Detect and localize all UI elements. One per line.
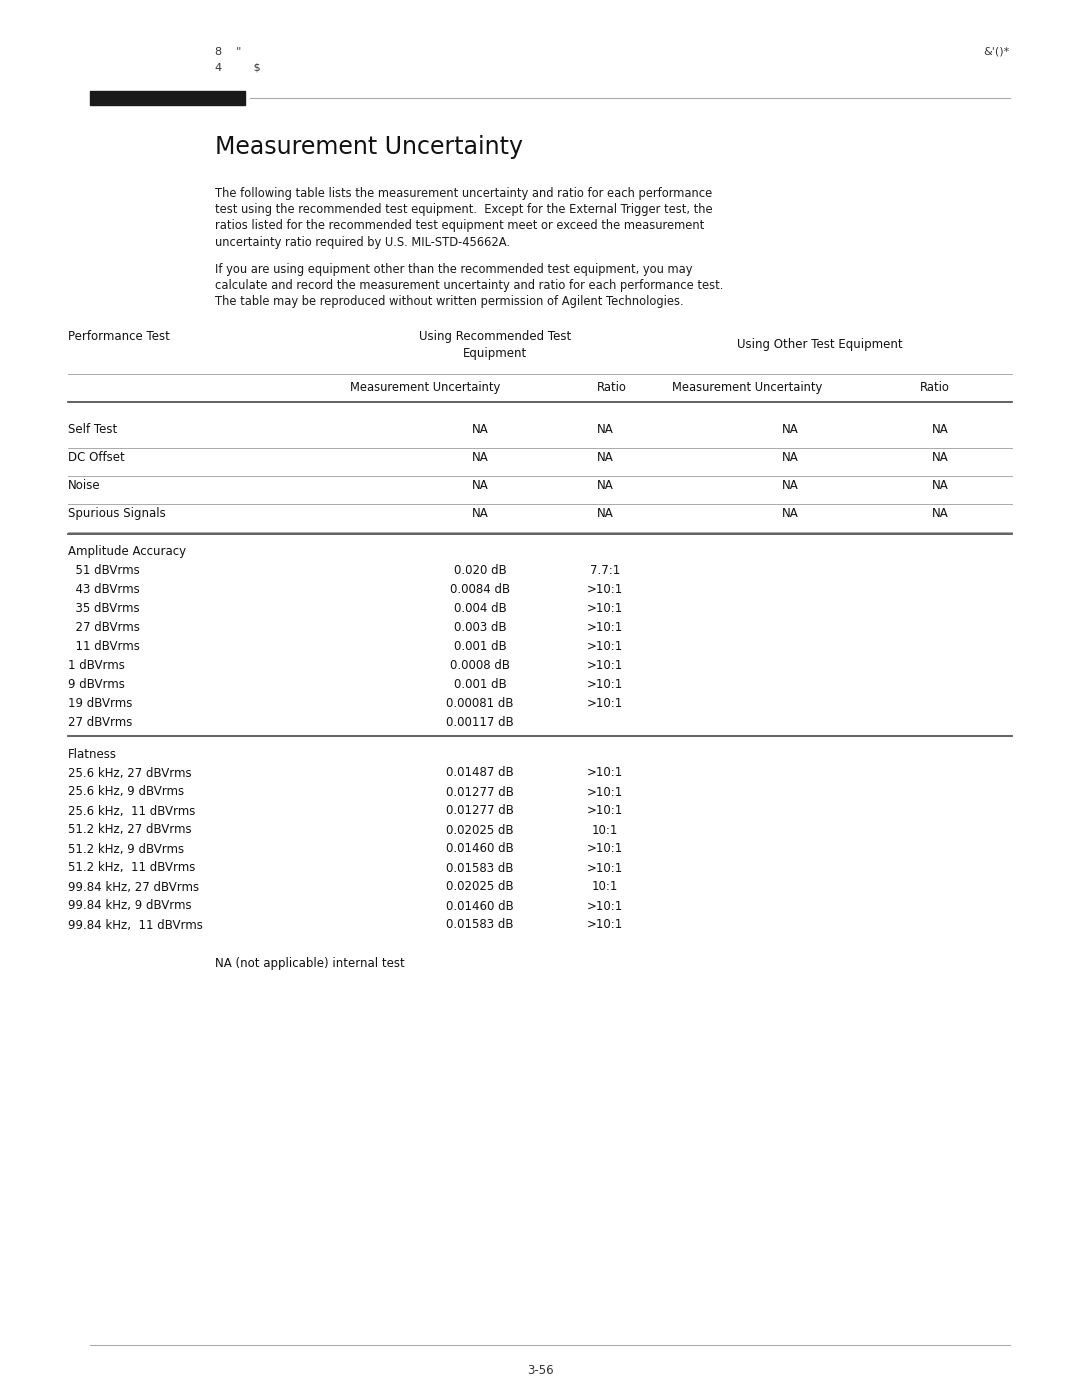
- Text: Ratio: Ratio: [597, 381, 626, 394]
- Text: 0.001 dB: 0.001 dB: [454, 640, 507, 654]
- Bar: [90, 91, 245, 105]
- Text: If you are using equipment other than the recommended test equipment, you may: If you are using equipment other than th…: [215, 263, 692, 275]
- Text: 43 dBVrms: 43 dBVrms: [68, 583, 139, 597]
- Text: The table may be reproduced without written permission of Agilent Technologies.: The table may be reproduced without writ…: [215, 296, 684, 309]
- Text: Self Test: Self Test: [68, 423, 118, 436]
- Text: Noise: Noise: [68, 479, 100, 492]
- Text: >10:1: >10:1: [586, 640, 623, 654]
- Text: 0.00081 dB: 0.00081 dB: [446, 697, 514, 710]
- Text: Ratio: Ratio: [920, 381, 950, 394]
- Text: Performance Test: Performance Test: [68, 330, 170, 344]
- Text: Amplitude Accuracy: Amplitude Accuracy: [68, 545, 186, 559]
- Text: NA (not applicable) internal test: NA (not applicable) internal test: [215, 957, 405, 970]
- Text: 0.00117 dB: 0.00117 dB: [446, 717, 514, 729]
- Text: DC Offset: DC Offset: [68, 451, 125, 464]
- Text: 25.6 kHz, 27 dBVrms: 25.6 kHz, 27 dBVrms: [68, 767, 191, 780]
- Text: 0.0008 dB: 0.0008 dB: [450, 659, 510, 672]
- Text: The following table lists the measurement uncertainty and ratio for each perform: The following table lists the measuremen…: [215, 187, 712, 200]
- Text: >10:1: >10:1: [586, 659, 623, 672]
- Text: 0.01277 dB: 0.01277 dB: [446, 805, 514, 817]
- Text: 99.84 kHz, 9 dBVrms: 99.84 kHz, 9 dBVrms: [68, 900, 191, 912]
- Text: >10:1: >10:1: [586, 767, 623, 780]
- Text: 25.6 kHz,  11 dBVrms: 25.6 kHz, 11 dBVrms: [68, 805, 195, 817]
- Text: 35 dBVrms: 35 dBVrms: [68, 602, 139, 615]
- Text: 25.6 kHz, 9 dBVrms: 25.6 kHz, 9 dBVrms: [68, 785, 184, 799]
- Text: 9 dBVrms: 9 dBVrms: [68, 678, 125, 692]
- Text: 27 dBVrms: 27 dBVrms: [68, 622, 140, 634]
- Text: 19 dBVrms: 19 dBVrms: [68, 697, 133, 710]
- Text: Using Recommended Test: Using Recommended Test: [419, 330, 571, 344]
- Text: Measurement Uncertainty: Measurement Uncertainty: [215, 136, 523, 159]
- Text: >10:1: >10:1: [586, 918, 623, 932]
- Text: 3-56: 3-56: [527, 1363, 553, 1376]
- Text: 0.01277 dB: 0.01277 dB: [446, 785, 514, 799]
- Text: 0.0084 dB: 0.0084 dB: [450, 583, 510, 597]
- Text: &'()*: &'()*: [984, 47, 1010, 57]
- Text: >10:1: >10:1: [586, 842, 623, 855]
- Text: uncertainty ratio required by U.S. MIL-STD-45662A.: uncertainty ratio required by U.S. MIL-S…: [215, 236, 510, 249]
- Text: >10:1: >10:1: [586, 678, 623, 692]
- Text: 11 dBVrms: 11 dBVrms: [68, 640, 140, 654]
- Text: NA: NA: [596, 507, 613, 520]
- Text: 51.2 kHz, 9 dBVrms: 51.2 kHz, 9 dBVrms: [68, 842, 184, 855]
- Text: 0.020 dB: 0.020 dB: [454, 564, 507, 577]
- Text: Spurious Signals: Spurious Signals: [68, 507, 165, 520]
- Text: 1 dBVrms: 1 dBVrms: [68, 659, 125, 672]
- Text: 27 dBVrms: 27 dBVrms: [68, 717, 133, 729]
- Text: Using Other Test Equipment: Using Other Test Equipment: [738, 338, 903, 351]
- Text: 0.004 dB: 0.004 dB: [454, 602, 507, 615]
- Text: NA: NA: [596, 451, 613, 464]
- Text: NA: NA: [932, 507, 948, 520]
- Text: >10:1: >10:1: [586, 900, 623, 912]
- Text: 0.01460 dB: 0.01460 dB: [446, 900, 514, 912]
- Text: >10:1: >10:1: [586, 862, 623, 875]
- Text: NA: NA: [472, 423, 488, 436]
- Text: >10:1: >10:1: [586, 602, 623, 615]
- Text: NA: NA: [782, 479, 798, 492]
- Text: NA: NA: [782, 507, 798, 520]
- Text: NA: NA: [596, 423, 613, 436]
- Text: 7.7:1: 7.7:1: [590, 564, 620, 577]
- Text: NA: NA: [472, 479, 488, 492]
- Text: 0.003 dB: 0.003 dB: [454, 622, 507, 634]
- Text: NA: NA: [782, 451, 798, 464]
- Text: >10:1: >10:1: [586, 785, 623, 799]
- Text: 0.01583 dB: 0.01583 dB: [446, 918, 514, 932]
- Text: 99.84 kHz,  11 dBVrms: 99.84 kHz, 11 dBVrms: [68, 918, 203, 932]
- Text: >10:1: >10:1: [586, 697, 623, 710]
- Text: ratios listed for the recommended test equipment meet or exceed the measurement: ratios listed for the recommended test e…: [215, 219, 704, 232]
- Text: 4         $: 4 $: [215, 63, 260, 73]
- Text: test using the recommended test equipment.  Except for the External Trigger test: test using the recommended test equipmen…: [215, 203, 713, 217]
- Text: >10:1: >10:1: [586, 622, 623, 634]
- Text: calculate and record the measurement uncertainty and ratio for each performance : calculate and record the measurement unc…: [215, 279, 724, 292]
- Text: 0.02025 dB: 0.02025 dB: [446, 880, 514, 894]
- Text: Measurement Uncertainty: Measurement Uncertainty: [672, 381, 822, 394]
- Text: 0.02025 dB: 0.02025 dB: [446, 823, 514, 837]
- Text: NA: NA: [472, 451, 488, 464]
- Text: NA: NA: [782, 423, 798, 436]
- Text: 0.01487 dB: 0.01487 dB: [446, 767, 514, 780]
- Text: 99.84 kHz, 27 dBVrms: 99.84 kHz, 27 dBVrms: [68, 880, 199, 894]
- Text: NA: NA: [932, 423, 948, 436]
- Text: 51 dBVrms: 51 dBVrms: [68, 564, 139, 577]
- Text: >10:1: >10:1: [586, 583, 623, 597]
- Text: 0.01583 dB: 0.01583 dB: [446, 862, 514, 875]
- Text: 8    ": 8 ": [215, 47, 241, 57]
- Text: Flatness: Flatness: [68, 747, 117, 760]
- Text: Equipment: Equipment: [463, 346, 527, 359]
- Text: NA: NA: [596, 479, 613, 492]
- Text: 0.01460 dB: 0.01460 dB: [446, 842, 514, 855]
- Text: 10:1: 10:1: [592, 880, 618, 894]
- Text: 0.001 dB: 0.001 dB: [454, 678, 507, 692]
- Text: NA: NA: [472, 507, 488, 520]
- Text: 51.2 kHz, 27 dBVrms: 51.2 kHz, 27 dBVrms: [68, 823, 191, 837]
- Text: >10:1: >10:1: [586, 805, 623, 817]
- Text: Measurement Uncertainty: Measurement Uncertainty: [350, 381, 500, 394]
- Text: 51.2 kHz,  11 dBVrms: 51.2 kHz, 11 dBVrms: [68, 862, 195, 875]
- Text: 10:1: 10:1: [592, 823, 618, 837]
- Text: NA: NA: [932, 479, 948, 492]
- Text: NA: NA: [932, 451, 948, 464]
